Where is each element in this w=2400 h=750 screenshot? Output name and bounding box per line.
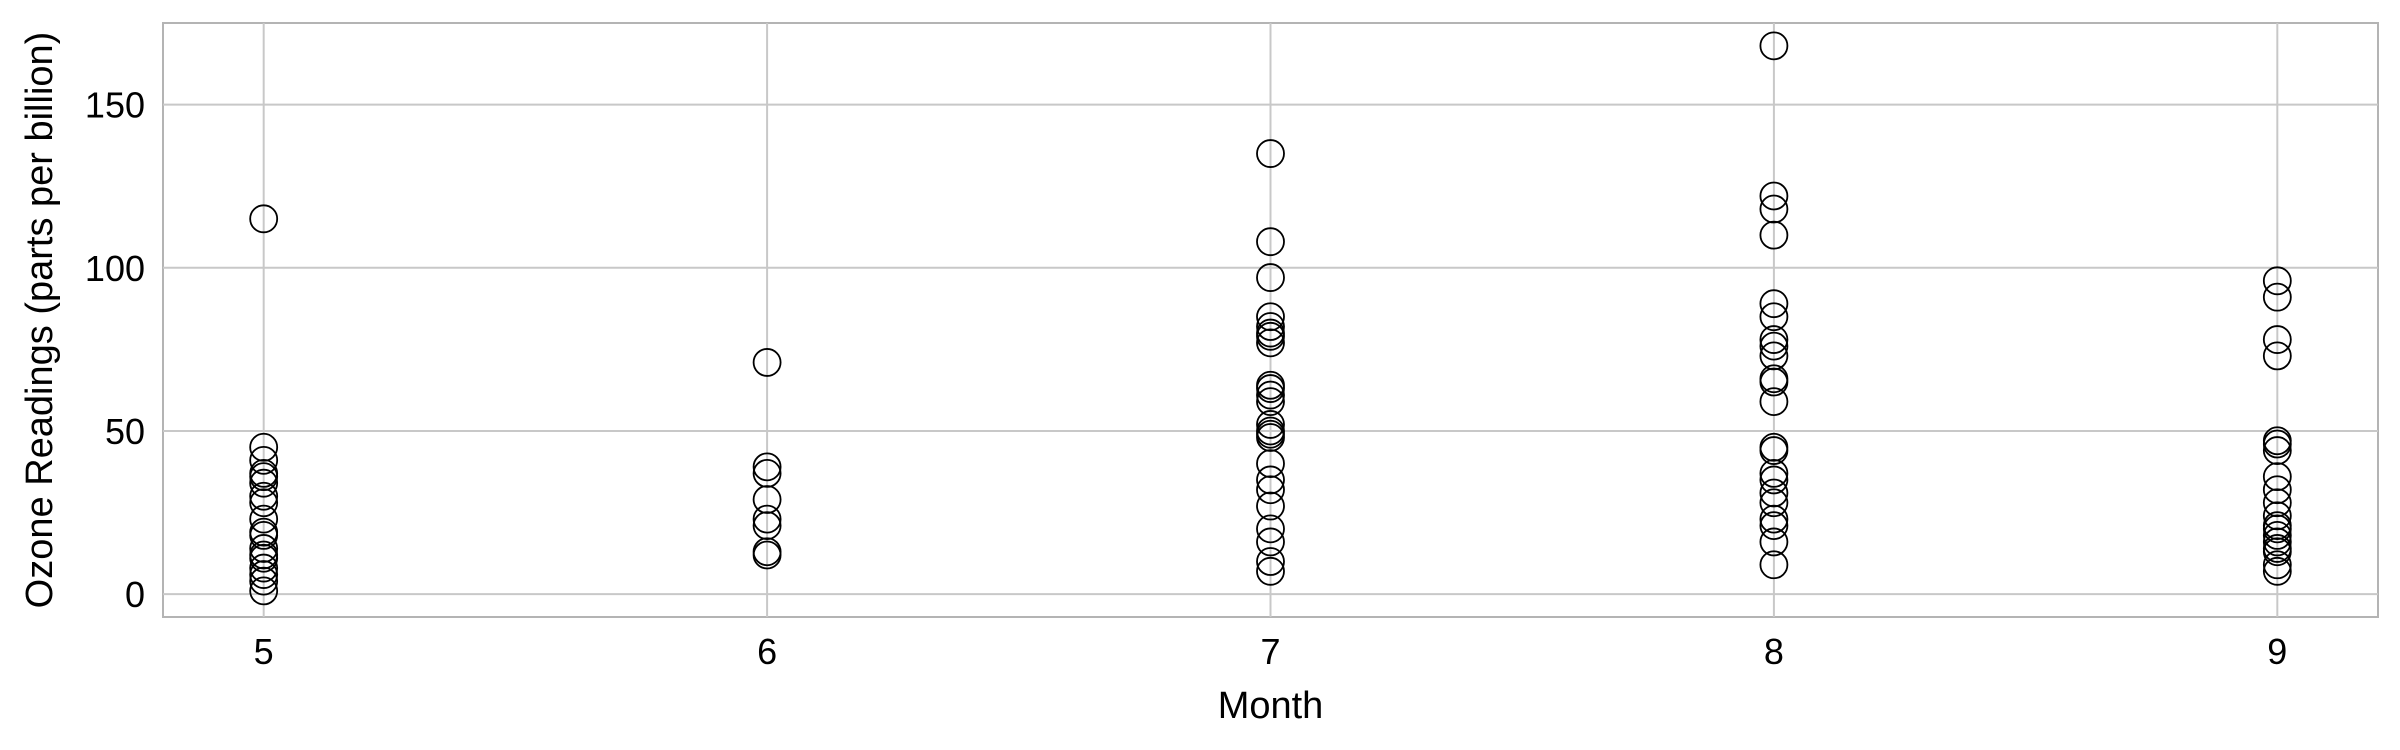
data-point bbox=[1256, 556, 1285, 586]
x-tick-label: 9 bbox=[2267, 631, 2287, 672]
data-point bbox=[249, 488, 279, 518]
data-point bbox=[249, 481, 279, 511]
data-point bbox=[1759, 387, 1789, 416]
data-point bbox=[1759, 302, 1789, 332]
data-point bbox=[1759, 331, 1789, 361]
data-point bbox=[2262, 514, 2292, 544]
data-point bbox=[2262, 325, 2292, 354]
y-axis-title: Ozone Readings (parts per billion) bbox=[19, 32, 61, 609]
x-tick-label: 7 bbox=[1260, 631, 1280, 672]
x-axis-title: Month bbox=[1218, 685, 1324, 727]
data-point bbox=[1256, 321, 1285, 351]
data-point bbox=[249, 504, 279, 534]
data-point bbox=[1759, 527, 1789, 557]
data-point bbox=[249, 521, 279, 550]
data-point bbox=[249, 204, 279, 234]
data-point bbox=[2262, 521, 2292, 550]
x-tick-label: 6 bbox=[757, 631, 777, 672]
data-point bbox=[1759, 550, 1789, 580]
data-point bbox=[1256, 227, 1285, 257]
data-point bbox=[1256, 139, 1285, 168]
data-point bbox=[1256, 547, 1285, 576]
y-tick-label: 150 bbox=[85, 85, 145, 126]
data-point bbox=[1759, 504, 1789, 534]
data-point bbox=[2262, 341, 2292, 371]
data-point bbox=[1256, 387, 1285, 416]
data-points bbox=[249, 31, 2292, 606]
data-point bbox=[249, 576, 279, 606]
data-point bbox=[1256, 328, 1285, 358]
data-point bbox=[1759, 181, 1789, 211]
data-point bbox=[1256, 263, 1285, 292]
data-point bbox=[1759, 465, 1789, 495]
data-point bbox=[1256, 380, 1285, 410]
data-point bbox=[249, 553, 279, 583]
y-tick-label: 100 bbox=[85, 248, 145, 289]
data-point bbox=[1759, 325, 1789, 354]
data-point bbox=[1256, 491, 1285, 521]
data-point bbox=[249, 560, 279, 589]
data-point bbox=[752, 504, 782, 534]
data-point bbox=[1256, 312, 1285, 341]
tick-labels: 5 6 7 8 9 0 50 100 150 bbox=[85, 85, 2287, 672]
data-point bbox=[2262, 556, 2292, 586]
data-point bbox=[1256, 374, 1285, 403]
data-point bbox=[1256, 527, 1285, 557]
x-tick-label: 8 bbox=[1764, 631, 1784, 672]
x-tick-label: 5 bbox=[254, 631, 274, 672]
data-point bbox=[1759, 458, 1789, 488]
data-point bbox=[2262, 429, 2292, 459]
data-point bbox=[1759, 488, 1789, 518]
data-point bbox=[2262, 282, 2292, 312]
data-point bbox=[1256, 475, 1285, 505]
data-point bbox=[2262, 550, 2292, 580]
y-tick-label: 50 bbox=[105, 411, 145, 452]
data-point bbox=[1759, 220, 1789, 250]
data-point bbox=[1759, 436, 1789, 465]
data-point bbox=[249, 566, 279, 596]
data-point bbox=[752, 540, 782, 570]
data-point bbox=[752, 348, 782, 377]
y-tick-label: 0 bbox=[125, 574, 145, 615]
data-point bbox=[249, 543, 279, 573]
data-point bbox=[1759, 367, 1789, 397]
data-point bbox=[1256, 410, 1285, 439]
data-point bbox=[2262, 266, 2292, 296]
data-point bbox=[1759, 289, 1789, 319]
data-point bbox=[1759, 31, 1789, 61]
data-point bbox=[2262, 527, 2292, 557]
data-point bbox=[249, 468, 279, 498]
data-point bbox=[752, 452, 782, 482]
data-point bbox=[249, 445, 279, 475]
data-point bbox=[1759, 511, 1789, 541]
data-point bbox=[1256, 514, 1285, 544]
data-point bbox=[2262, 537, 2292, 567]
